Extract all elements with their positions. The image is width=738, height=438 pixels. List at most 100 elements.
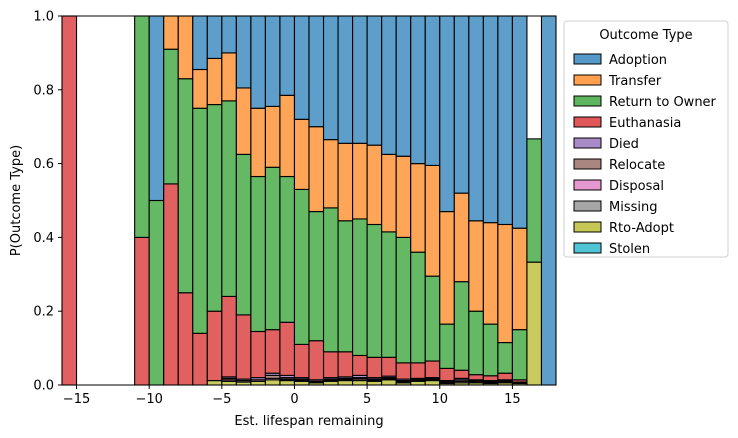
- bar-segment-adoption-bin-24: [468, 15, 484, 222]
- axes-group: [61, 15, 557, 386]
- y-tick-label: 0.4: [33, 231, 54, 246]
- bar-segment-return-to-owner-bin-2: [148, 199, 165, 386]
- bar-segment-rto-adopt-bin-15: [337, 380, 354, 386]
- legend-title: Outcome Type: [599, 28, 692, 43]
- bar-segment-transfer-bin-17: [366, 144, 383, 226]
- bar-segment-rto-adopt-bin-10: [264, 379, 281, 386]
- bar-segment-transfer-bin-25: [482, 222, 499, 325]
- bar-segment-euthanasia-bin-19: [395, 362, 412, 380]
- bar-segment-euthanasia-bin-11: [279, 321, 296, 376]
- bar-segment-return-to-owner-bin-28: [526, 138, 543, 263]
- y-tick-label: 0.0: [33, 379, 54, 394]
- bar-segment-adoption-bin-12: [293, 15, 310, 120]
- bar-segment-return-to-owner-bin-1: [134, 15, 150, 238]
- bar-segment-euthanasia-bin-25: [482, 375, 499, 382]
- bar-segment-return-to-owner-bin-22: [439, 323, 455, 369]
- bar-segment-transfer-bin-10: [264, 105, 281, 168]
- legend-swatch-relocate: [573, 158, 602, 170]
- bar-segment-return-to-owner-bin-16: [352, 218, 368, 357]
- y-tick-label: 1.0: [33, 10, 54, 25]
- bar-segment-euthanasia-bin-14: [322, 351, 339, 379]
- bar-segment-rto-adopt-bin-12: [293, 380, 310, 386]
- x-tick-label: 10: [431, 392, 448, 407]
- bar-segment-return-to-owner-bin-18: [381, 231, 397, 358]
- bar-segment-rto-adopt-bin-20: [410, 380, 426, 386]
- legend-label: Disposal: [609, 179, 664, 194]
- bar-segment-euthanasia-bin-23: [453, 369, 470, 379]
- plot-frame: [61, 15, 557, 386]
- bar-segment-return-to-owner-bin-25: [482, 323, 499, 377]
- bar-segment-return-to-owner-bin-12: [293, 188, 310, 345]
- legend-label: Stolen: [609, 242, 650, 257]
- bar-segment-adoption-bin-8: [235, 15, 252, 89]
- legend-swatch-return-to-owner: [573, 95, 602, 107]
- bar-segment-return-to-owner-bin-4: [177, 78, 194, 294]
- y-tick-label: 0.6: [33, 157, 54, 172]
- bar-segment-return-to-owner-bin-19: [395, 236, 412, 364]
- bar-segment-transfer-bin-24: [468, 220, 484, 312]
- bar-segment-adoption-bin-25: [482, 15, 499, 224]
- bar-segment-transfer-bin-7: [221, 52, 237, 102]
- bar-segment-return-to-owner-bin-8: [235, 153, 252, 316]
- legend-label: Return to Owner: [609, 95, 717, 110]
- bar-segment-euthanasia-bin-26: [497, 372, 513, 381]
- bar-segment-transfer-bin-11: [279, 94, 296, 178]
- bar-segment-adoption-bin-5: [192, 15, 208, 71]
- bar-segment-euthanasia-bin-13: [308, 340, 325, 381]
- bar-segment-transfer-bin-26: [497, 223, 513, 344]
- x-tick-label: −15: [63, 392, 90, 407]
- x-axis-label: Est. lifespan remaining: [234, 414, 383, 429]
- bar-segment-adoption-bin-19: [395, 15, 412, 157]
- bar-segment-transfer-bin-6: [206, 57, 223, 106]
- bar-segment-return-to-owner-bin-27: [511, 329, 528, 381]
- y-tick-label: 0.8: [33, 83, 54, 98]
- bar-segment-transfer-bin-14: [322, 139, 339, 209]
- bar-segment-transfer-bin-20: [410, 163, 426, 253]
- bar-segment-return-to-owner-bin-26: [497, 342, 513, 374]
- x-tick-label: 5: [363, 392, 371, 407]
- bar-segment-rto-adopt-bin-17: [366, 380, 383, 386]
- legend-swatch-rto-adopt: [573, 221, 602, 233]
- bar-segment-rto-adopt-bin-9: [250, 380, 266, 386]
- bar-segment-rto-adopt-bin-14: [322, 380, 339, 386]
- bar-segment-adoption-bin-22: [439, 15, 455, 213]
- bar-segment-return-to-owner-bin-17: [366, 223, 383, 358]
- legend-label: Euthanasia: [609, 116, 681, 131]
- bar-segment-return-to-owner-bin-7: [221, 100, 237, 297]
- bar-segment-transfer-bin-4: [177, 15, 194, 80]
- bar-segment-transfer-bin-18: [381, 153, 397, 233]
- bar-segment-adoption-bin-29: [540, 15, 557, 386]
- bar-segment-adoption-bin-2: [148, 15, 165, 202]
- bar-segment-adoption-bin-10: [264, 15, 281, 107]
- bar-segment-euthanasia-bin-8: [235, 314, 252, 380]
- bar-segment-return-to-owner-bin-21: [424, 275, 441, 362]
- bar-segment-return-to-owner-bin-15: [337, 220, 354, 353]
- bar-segment-rto-adopt-bin-21: [424, 380, 441, 386]
- bar-segment-rto-adopt-bin-11: [279, 380, 296, 386]
- bar-segment-return-to-owner-bin-6: [206, 104, 223, 312]
- legend-swatch-died: [573, 137, 602, 149]
- bar-segment-euthanasia-bin-1: [134, 236, 150, 386]
- bar-segment-rto-adopt-bin-16: [352, 380, 368, 386]
- bar-segment-euthanasia-bin-22: [439, 367, 455, 382]
- bar-segment-adoption-bin-9: [250, 15, 266, 109]
- bar-segment-euthanasia-bin-9: [250, 330, 266, 379]
- x-tick-label: 15: [504, 392, 521, 407]
- bar-segment-adoption-bin-17: [366, 15, 383, 146]
- bar-segment-transfer-bin-21: [424, 164, 441, 277]
- bar-segment-euthanasia-bin-15: [337, 351, 354, 378]
- bar-segment-transfer-bin-9: [250, 107, 266, 178]
- bar-segment-adoption-bin-21: [424, 15, 441, 166]
- bar-segment-euthanasia-bin-0: [61, 15, 78, 386]
- bar-segment-transfer-bin-13: [308, 126, 325, 213]
- bar-segment-adoption-bin-11: [279, 15, 296, 96]
- legend-label: Relocate: [609, 158, 665, 173]
- bar-segment-return-to-owner-bin-9: [250, 175, 266, 333]
- bar-segment-transfer-bin-16: [352, 142, 368, 220]
- ticks-group: −15 −10 −5 0 5 10 15 0.0 0.2 0.4 0.6 0.8 1.0: [33, 10, 520, 408]
- bar-segment-transfer-bin-5: [192, 68, 208, 109]
- bar-segment-rto-adopt-bin-7: [221, 380, 237, 386]
- bar-segment-rto-adopt-bin-6: [206, 380, 223, 386]
- bar-segment-adoption-bin-23: [453, 15, 470, 194]
- legend-label: Missing: [609, 200, 657, 215]
